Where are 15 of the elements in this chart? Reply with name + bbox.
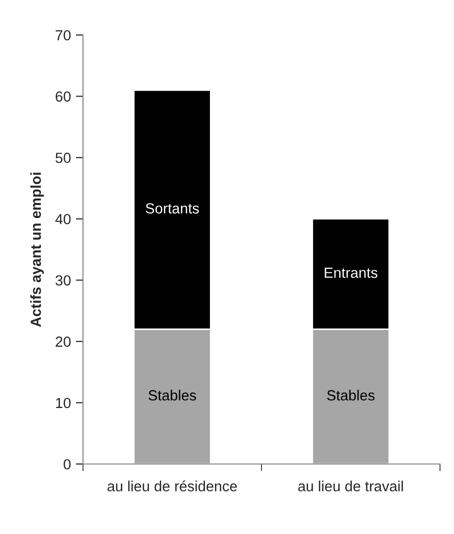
y-tick-label: 30 xyxy=(56,275,71,286)
y-tick-label: 50 xyxy=(56,152,71,163)
y-tick-label: 20 xyxy=(56,336,71,347)
y-tick-label: 40 xyxy=(55,214,71,224)
y-tick-label: 0 xyxy=(64,459,71,470)
y-axis-title: Actifs ayant un emploi xyxy=(30,172,44,327)
y-tick-label: 60 xyxy=(56,91,71,102)
data-label: Entrants xyxy=(324,268,378,278)
data-label: Stables xyxy=(148,390,196,400)
x-tick-label: au lieu de résidence xyxy=(108,480,237,492)
x-tick-label: au lieu de travail xyxy=(298,480,403,492)
data-label: Stables xyxy=(327,390,375,400)
y-tick-label: 70 xyxy=(56,30,71,40)
data-label: Sortants xyxy=(146,203,199,214)
y-tick-label: 10 xyxy=(56,398,71,408)
